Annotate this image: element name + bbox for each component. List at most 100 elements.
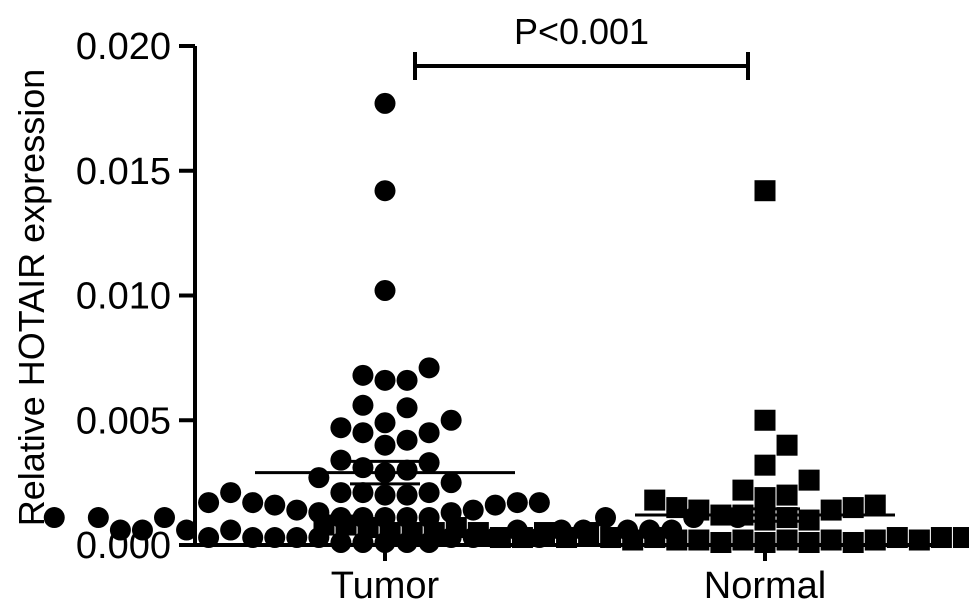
data-point-tumor (308, 467, 330, 489)
data-point-tumor (242, 527, 264, 549)
data-point-normal (335, 514, 357, 536)
data-point-normal (688, 529, 710, 551)
points-layer (43, 92, 969, 554)
data-point-tumor (154, 507, 175, 529)
data-point-normal (666, 497, 688, 519)
data-point-tumor (220, 482, 242, 504)
data-point-normal (556, 527, 578, 549)
data-point-tumor (418, 482, 440, 504)
data-point-tumor (506, 492, 528, 514)
data-point-normal (379, 522, 401, 544)
data-point-tumor (352, 422, 374, 444)
data-point-tumor (109, 519, 131, 541)
data-point-tumor (352, 394, 374, 416)
data-point-tumor (462, 499, 484, 521)
data-point-tumor (352, 364, 374, 386)
data-point-normal (798, 532, 820, 554)
data-point-tumor (440, 409, 462, 431)
data-point-normal (622, 529, 644, 551)
significance-label: P<0.001 (514, 11, 649, 52)
data-point-tumor (198, 527, 220, 549)
data-point-tumor (374, 280, 396, 302)
data-point-tumor (374, 434, 396, 456)
data-point-tumor (396, 484, 418, 506)
data-point-normal (842, 497, 864, 519)
data-point-normal (776, 484, 798, 506)
data-point-tumor (330, 417, 352, 439)
data-point-tumor (43, 507, 65, 529)
data-point-tumor (418, 452, 440, 474)
data-point-tumor (374, 180, 396, 202)
data-point-normal (578, 522, 600, 544)
data-point-tumor (374, 484, 396, 506)
data-point-tumor (396, 429, 418, 451)
data-point-normal (908, 529, 930, 551)
data-point-normal (600, 527, 622, 549)
data-point-tumor (176, 519, 198, 541)
data-point-tumor (264, 527, 286, 549)
data-point-normal (534, 522, 555, 544)
data-point-tumor (528, 492, 550, 514)
data-point-tumor (330, 449, 352, 471)
data-point-normal (644, 489, 666, 511)
data-point-normal (313, 514, 335, 536)
data-point-tumor (440, 472, 462, 494)
y-axis-title: Relative HOTAIR expression (11, 69, 52, 527)
data-point-normal (820, 499, 842, 521)
data-point-normal (776, 507, 798, 529)
data-point-normal (754, 180, 776, 202)
data-point-normal (754, 532, 776, 554)
data-point-tumor (396, 397, 418, 419)
data-point-normal (776, 529, 798, 551)
data-point-tumor (374, 412, 396, 434)
y-tick-label: 0.020 (76, 26, 171, 68)
y-tick-label: 0.005 (76, 400, 171, 442)
data-point-tumor (352, 482, 374, 504)
data-point-tumor (286, 499, 308, 521)
data-point-tumor (131, 519, 153, 541)
data-point-normal (798, 509, 820, 531)
data-point-tumor (330, 532, 352, 554)
data-point-normal (732, 529, 754, 551)
data-point-normal (732, 479, 754, 501)
y-tick-label: 0.010 (76, 276, 171, 318)
data-point-normal (467, 522, 489, 544)
data-point-normal (864, 529, 886, 551)
data-point-normal (842, 532, 864, 554)
data-point-normal (423, 522, 445, 544)
data-point-tumor (484, 494, 506, 516)
data-point-normal (754, 454, 776, 476)
data-point-tumor (595, 507, 616, 529)
x-tick-label: Tumor (331, 565, 440, 607)
data-point-tumor (286, 527, 308, 549)
summary-layer (255, 459, 895, 523)
data-point-normal (754, 409, 776, 431)
data-point-tumor (418, 422, 440, 444)
data-point-tumor (242, 492, 264, 514)
data-point-normal (445, 517, 467, 539)
data-point-normal (710, 532, 732, 554)
y-tick-label: 0.015 (76, 151, 171, 193)
data-point-tumor (220, 519, 242, 541)
data-point-normal (776, 434, 798, 456)
data-point-normal (666, 529, 688, 551)
data-point-normal (754, 487, 776, 509)
data-point-tumor (198, 492, 220, 514)
data-point-normal (511, 527, 533, 549)
annotation-layer: P<0.001 (413, 11, 750, 80)
data-point-tumor (264, 494, 286, 516)
data-point-normal (864, 494, 886, 516)
data-point-tumor (87, 507, 109, 529)
data-point-normal (952, 527, 969, 549)
data-point-normal (930, 527, 952, 549)
data-point-normal (886, 527, 908, 549)
data-point-tumor (374, 92, 396, 114)
data-point-tumor (374, 369, 396, 391)
data-point-tumor (330, 482, 352, 504)
data-point-normal (644, 527, 666, 549)
x-tick-label: Normal (704, 565, 826, 607)
data-point-normal (798, 469, 820, 491)
data-point-normal (489, 527, 511, 549)
